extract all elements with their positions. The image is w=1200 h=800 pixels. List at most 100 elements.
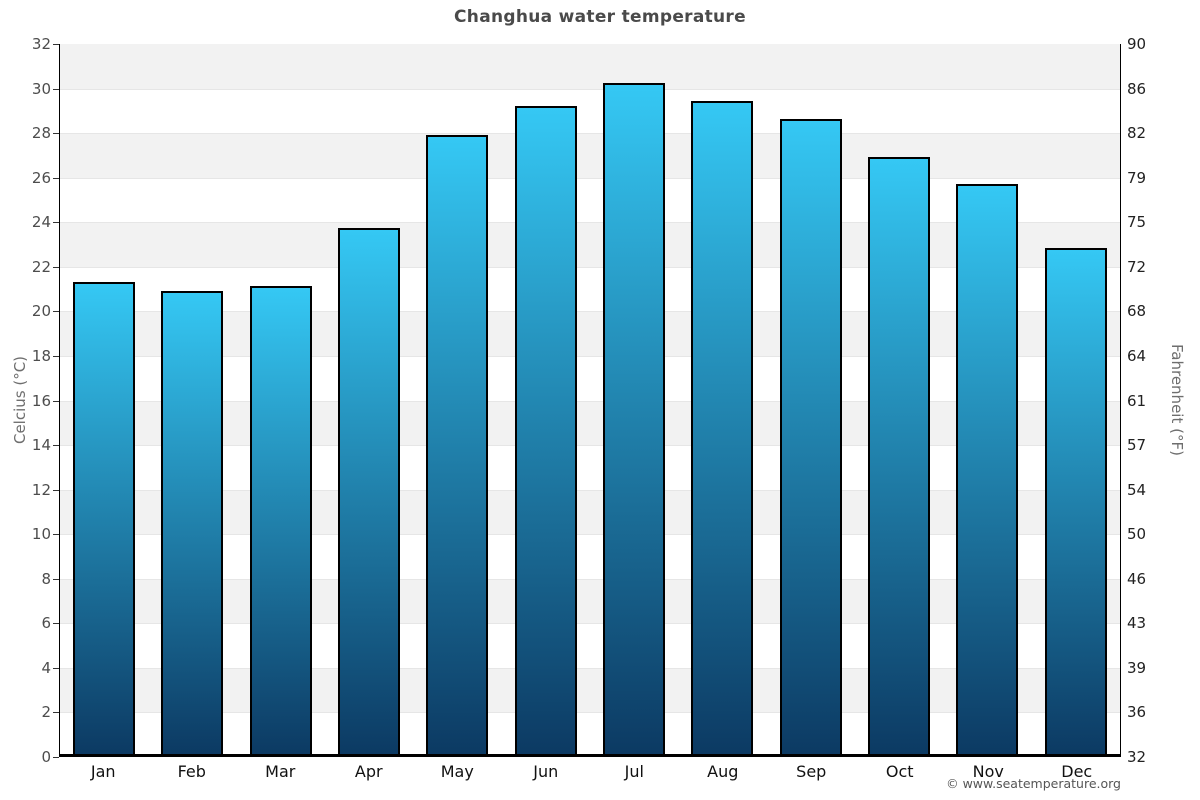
bar-slot-aug [678,44,766,754]
gridline [60,355,1120,357]
y-tick-label-fahrenheit: 79 [1127,168,1147,187]
y-tick-label-celsius: 20 [31,302,51,321]
y-tick-label-fahrenheit: 75 [1127,213,1147,232]
copyright-link[interactable]: © www.seatemperature.org [946,776,1121,791]
gridline [60,489,1120,491]
y-tick-label-fahrenheit: 61 [1127,391,1147,410]
axis-tick [53,445,59,447]
chart-title: Changhua water temperature [454,7,746,27]
bar-slot-jun [502,44,590,754]
bar-feb [161,290,224,754]
x-axis-label-apr: Apr [354,762,383,781]
bar-slot-may [413,44,501,754]
plot-area [53,44,1121,758]
axis-tick [53,355,59,357]
y-tick-label-celsius: 18 [31,346,51,365]
axis-tick [53,667,59,669]
gridline [60,712,1120,714]
bar-mar [249,286,312,754]
bar-nov [956,183,1019,754]
bar-slot-dec [1032,44,1120,754]
y-tick-label-fahrenheit: 43 [1127,614,1147,633]
y-tick-label-celsius: 10 [31,525,51,544]
axis-tick [53,578,59,580]
bar-jun [514,105,577,754]
x-axis-label-aug: Aug [707,762,739,781]
y-tick-label-fahrenheit: 46 [1127,569,1147,588]
y-tick-label-fahrenheit: 82 [1127,124,1147,143]
plot-band [60,311,1120,356]
bar-dec [1044,248,1107,754]
bar-oct [868,156,931,754]
x-axis-label-sep: Sep [796,762,827,781]
axis-tick [53,88,59,90]
y-axis-ticks-celsius: 32 30 28 26 24 22 20 18 16 14 12 10 8 6 4 2 0 [0,35,51,766]
y-tick-label-celsius: 12 [31,480,51,499]
bar-slot-sep [767,44,855,754]
axis-tick [53,489,59,491]
y-tick-label-celsius: 30 [31,79,51,98]
bar-aug [691,101,754,754]
bar-jan [73,281,136,754]
y-tick-label-celsius: 16 [31,391,51,410]
y-tick-label-celsius: 28 [31,124,51,143]
bar-slot-oct [855,44,943,754]
bar-jul [603,83,666,754]
x-axis-label-jan: Jan [90,762,116,781]
y-tick-label-celsius: 14 [31,436,51,455]
gridline [60,266,1120,268]
bar-apr [338,228,401,754]
y-tick-label-celsius: 6 [41,614,51,633]
plot-band [60,222,1120,267]
y-tick-label-fahrenheit: 36 [1127,703,1147,722]
y-tick-label-celsius: 8 [41,569,51,588]
plot-band [60,44,1120,89]
gridline [60,578,1120,580]
axis-tick [53,133,59,135]
y-tick-label-fahrenheit: 64 [1127,346,1147,365]
x-axis-label-oct: Oct [885,762,914,781]
y-tick-label-fahrenheit: 32 [1127,748,1147,766]
y-tick-label-celsius: 2 [41,703,51,722]
gridline [60,222,1120,224]
bar-sep [779,118,842,754]
x-axis-label-feb: Feb [177,762,206,781]
gridline [60,667,1120,669]
bar-may [426,134,489,754]
y-axis-ticks-fahrenheit: 90 86 82 79 75 72 68 64 61 57 54 50 46 43 39 36 32 [1127,35,1177,766]
gridline [60,445,1120,447]
x-axis-label-may: May [440,762,474,781]
y-tick-label-fahrenheit: 39 [1127,658,1147,677]
axis-tick [53,400,59,402]
plot-band [60,667,1120,713]
y-tick-label-fahrenheit: 50 [1127,525,1147,544]
y-tick-label-celsius: 22 [31,257,51,276]
plot-band [60,400,1120,446]
bar-slot-feb [148,44,236,754]
axis-tick [53,311,59,313]
gridline [60,311,1120,313]
y-tick-label-fahrenheit: 57 [1127,436,1147,455]
plot-band [60,489,1120,535]
y-tick-label-celsius: 26 [31,168,51,187]
plot-band [60,133,1120,178]
bar-slot-jul [590,44,678,754]
y-tick-label-fahrenheit: 86 [1127,79,1147,98]
axis-tick [53,266,59,268]
bar-slot-apr [325,44,413,754]
y-tick-label-fahrenheit: 68 [1127,302,1147,321]
x-axis-labels: Jan Feb Mar Apr May Jun Jul Aug Sep Oct Nov Dec [59,762,1121,781]
gridline [60,400,1120,402]
y-tick-label-fahrenheit: 72 [1127,257,1147,276]
x-axis-label-dec: Dec [1061,762,1093,781]
x-axis-label-mar: Mar [265,762,296,781]
gridline [60,88,1120,90]
axis-tick [53,534,59,536]
bar-slot-mar [237,44,325,754]
y-tick-label-fahrenheit: 54 [1127,480,1147,499]
y-tick-label-fahrenheit: 90 [1127,35,1147,53]
x-axis-label-jun: Jun [533,762,559,781]
axis-tick [53,757,59,758]
bar-slot-nov [943,44,1031,754]
